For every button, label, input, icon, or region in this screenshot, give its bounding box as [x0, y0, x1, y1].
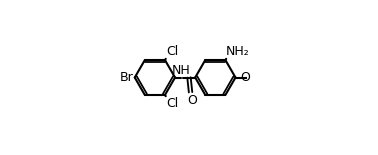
Text: NH: NH: [172, 64, 190, 77]
Text: O: O: [187, 94, 197, 107]
Text: Cl: Cl: [166, 97, 178, 110]
Text: NH₂: NH₂: [226, 45, 250, 58]
Text: Cl: Cl: [166, 45, 178, 58]
Text: Br: Br: [120, 71, 134, 84]
Text: O: O: [240, 71, 250, 84]
